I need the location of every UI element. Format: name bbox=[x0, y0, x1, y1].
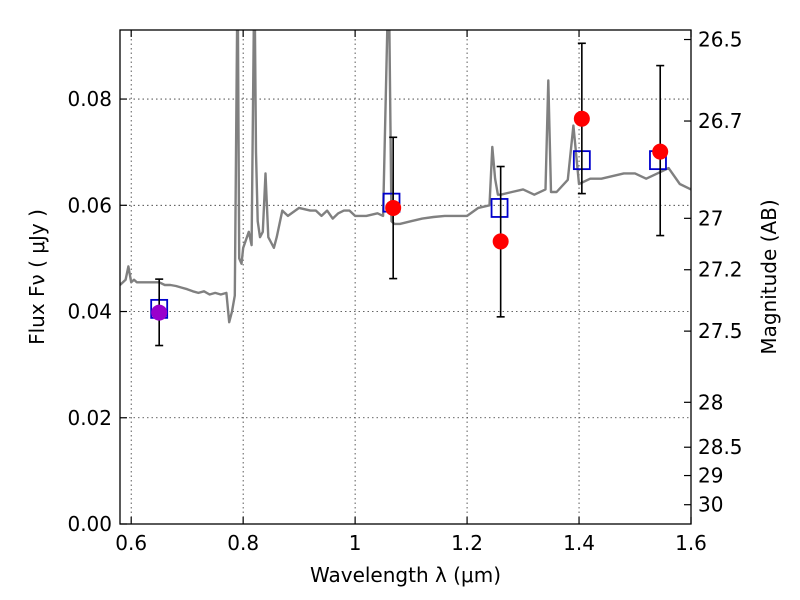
observed-point bbox=[151, 304, 168, 321]
y2-tick-label: 26.7 bbox=[698, 109, 743, 133]
y2-tick-label: 26.5 bbox=[698, 28, 743, 52]
observed-point bbox=[385, 199, 402, 216]
y2-axis: 26.5 26.7 27 27.2 27.5 28 28.5 29 30 bbox=[684, 28, 743, 517]
x-tick-label: 1.6 bbox=[675, 531, 707, 555]
y-tick-label: 0.04 bbox=[67, 300, 112, 324]
y-tick-label: 0.06 bbox=[67, 193, 112, 217]
y2-axis-title: Magnitude (AB) bbox=[757, 199, 781, 354]
x-axis: 0.6 0.8 1 1.2 1.4 1.6 bbox=[115, 30, 707, 555]
y2-tick-label: 28 bbox=[698, 390, 723, 414]
y2-tick-label: 30 bbox=[698, 493, 723, 517]
y2-tick-label: 27.2 bbox=[698, 258, 743, 282]
observed-points-series bbox=[151, 42, 669, 347]
x-axis-title: Wavelength λ (μm) bbox=[310, 563, 501, 587]
x-tick-label: 0.8 bbox=[227, 531, 259, 555]
observed-point bbox=[652, 143, 669, 160]
model-point bbox=[490, 198, 509, 218]
y-axis: 0.00 0.02 0.04 0.06 0.08 bbox=[67, 87, 127, 536]
model-points-series bbox=[150, 150, 667, 319]
y-tick-label: 0.02 bbox=[67, 406, 112, 430]
plot-frame bbox=[119, 29, 692, 525]
y2-tick-label: 28.5 bbox=[698, 435, 743, 459]
x-tick-label: 1 bbox=[349, 531, 362, 555]
y-tick-label: 0.08 bbox=[67, 87, 112, 111]
observed-point bbox=[492, 233, 509, 250]
y2-tick-label: 29 bbox=[698, 464, 723, 488]
x-tick-label: 1.4 bbox=[563, 531, 595, 555]
model-spectrum-series bbox=[120, 30, 691, 324]
observed-point bbox=[573, 110, 590, 127]
model-spectrum-line bbox=[120, 30, 691, 324]
grid bbox=[120, 30, 691, 524]
x-tick-label: 1.2 bbox=[451, 531, 483, 555]
y2-tick-label: 27.5 bbox=[698, 319, 743, 343]
y-axis-title: Flux Fν ( μJy ) bbox=[25, 209, 49, 345]
y2-tick-label: 27 bbox=[698, 206, 723, 230]
y-tick-label: 0.00 bbox=[67, 512, 112, 536]
x-tick-label: 0.6 bbox=[115, 531, 147, 555]
